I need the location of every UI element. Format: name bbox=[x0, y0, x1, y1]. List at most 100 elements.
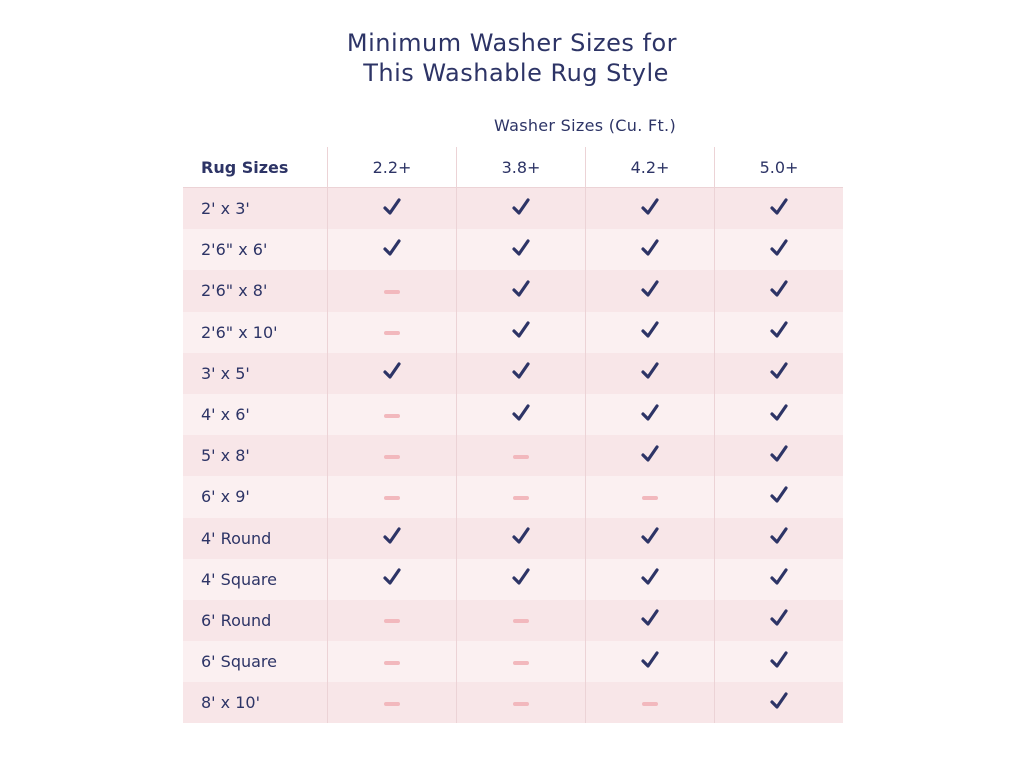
check-icon bbox=[641, 321, 659, 338]
rug-size-label: 4' x 6' bbox=[201, 405, 250, 425]
dash-icon bbox=[642, 701, 658, 706]
fit-cell bbox=[327, 270, 457, 312]
fit-cell bbox=[714, 435, 843, 477]
fit-cell bbox=[456, 352, 586, 394]
fit-cell bbox=[585, 517, 715, 559]
fit-cell bbox=[714, 641, 843, 683]
rug-size-label: 2'6" x 10' bbox=[201, 322, 278, 342]
check-icon bbox=[641, 651, 659, 668]
fit-cell bbox=[714, 558, 843, 600]
fit-cell bbox=[585, 270, 715, 312]
check-icon bbox=[770, 651, 788, 668]
dash-icon bbox=[384, 331, 400, 336]
fit-cell bbox=[456, 311, 586, 353]
check-icon bbox=[512, 280, 530, 297]
rug-size-label: 2' x 3' bbox=[201, 199, 250, 219]
fit-cell bbox=[456, 229, 586, 271]
check-icon bbox=[770, 362, 788, 379]
fit-cell bbox=[327, 682, 457, 724]
check-icon bbox=[512, 527, 530, 544]
rug-size-label: 2'6" x 6' bbox=[201, 240, 268, 260]
rug-size-label: 6' Round bbox=[201, 610, 272, 630]
rug-size-label: 3' x 5' bbox=[201, 363, 250, 383]
check-icon bbox=[770, 239, 788, 256]
check-icon bbox=[770, 197, 788, 215]
fit-cell bbox=[585, 352, 715, 394]
check-icon bbox=[641, 527, 659, 544]
check-icon bbox=[641, 362, 659, 379]
fit-cell bbox=[327, 517, 457, 559]
rug-size-label: 4' Square bbox=[201, 569, 277, 589]
fit-cell bbox=[456, 476, 586, 518]
check-icon bbox=[383, 197, 401, 215]
rug-sizes-header: Rug Sizes bbox=[201, 157, 289, 177]
check-icon bbox=[512, 197, 530, 215]
dash-icon bbox=[513, 660, 529, 665]
table-row: 6' Round bbox=[183, 599, 843, 642]
check-icon bbox=[641, 239, 659, 256]
fit-cell bbox=[327, 476, 457, 518]
check-icon bbox=[641, 568, 659, 585]
fit-cell bbox=[327, 311, 457, 353]
fit-cell bbox=[585, 641, 715, 683]
fit-cell bbox=[327, 229, 457, 271]
title-line-1: Minimum Washer Sizes for bbox=[346, 29, 678, 57]
fit-cell bbox=[327, 641, 457, 683]
check-icon bbox=[770, 445, 788, 462]
column-header: 3.8+ bbox=[456, 147, 586, 188]
rug-size-label: 6' Square bbox=[201, 652, 277, 672]
fit-cell bbox=[327, 352, 457, 394]
table-row: 2'6" x 6' bbox=[183, 229, 843, 271]
fit-cell bbox=[585, 599, 715, 642]
header-row: Rug Sizes 2.2+ 3.8+ 4.2+ 5.0+ bbox=[183, 147, 843, 188]
fit-cell bbox=[714, 311, 843, 353]
dash-icon bbox=[513, 495, 529, 500]
fit-cell bbox=[585, 311, 715, 353]
check-icon bbox=[770, 403, 788, 421]
fit-cell bbox=[327, 393, 457, 436]
rug-size-label: 5' x 8' bbox=[201, 446, 250, 466]
check-icon bbox=[641, 403, 659, 421]
table-row: 2'6" x 8' bbox=[183, 270, 843, 312]
table-row: 2'6" x 10' bbox=[183, 311, 843, 353]
title-line-2: This Washable Rug Style bbox=[355, 59, 669, 87]
fit-cell bbox=[714, 229, 843, 271]
fit-cell bbox=[456, 558, 586, 600]
fit-cell bbox=[585, 682, 715, 724]
check-icon bbox=[512, 239, 530, 256]
fit-cell bbox=[456, 435, 586, 477]
check-icon bbox=[770, 486, 788, 503]
column-header: 4.2+ bbox=[585, 147, 715, 188]
fit-cell bbox=[585, 476, 715, 518]
fit-cell bbox=[585, 393, 715, 436]
check-icon bbox=[512, 568, 530, 585]
table-row: 3' x 5' bbox=[183, 352, 843, 394]
table-row: 4' Square bbox=[183, 558, 843, 600]
fit-cell bbox=[456, 270, 586, 312]
dash-icon bbox=[384, 701, 400, 706]
table-row: 6' Square bbox=[183, 641, 843, 683]
check-icon bbox=[770, 692, 788, 709]
check-icon bbox=[383, 527, 401, 544]
fit-cell bbox=[714, 270, 843, 312]
page-title: Minimum Washer Sizes for This Washable R… bbox=[0, 28, 1024, 88]
fit-cell bbox=[456, 393, 586, 436]
fit-cell bbox=[714, 352, 843, 394]
fit-cell bbox=[456, 187, 586, 230]
check-icon bbox=[512, 321, 530, 338]
dash-icon bbox=[513, 454, 529, 459]
table-row: 5' x 8' bbox=[183, 435, 843, 477]
column-header: 5.0+ bbox=[714, 147, 843, 188]
check-icon bbox=[383, 239, 401, 256]
fit-cell bbox=[456, 517, 586, 559]
table-row: 4' x 6' bbox=[183, 393, 843, 436]
dash-icon bbox=[642, 495, 658, 500]
fit-cell bbox=[456, 599, 586, 642]
fit-cell bbox=[585, 558, 715, 600]
fit-cell bbox=[585, 229, 715, 271]
washer-size-table: Rug Sizes 2.2+ 3.8+ 4.2+ 5.0+ 2' x 3' 2'6… bbox=[183, 147, 843, 724]
fit-cell bbox=[714, 393, 843, 436]
fit-cell bbox=[585, 435, 715, 477]
fit-cell bbox=[327, 599, 457, 642]
fit-cell bbox=[585, 187, 715, 230]
